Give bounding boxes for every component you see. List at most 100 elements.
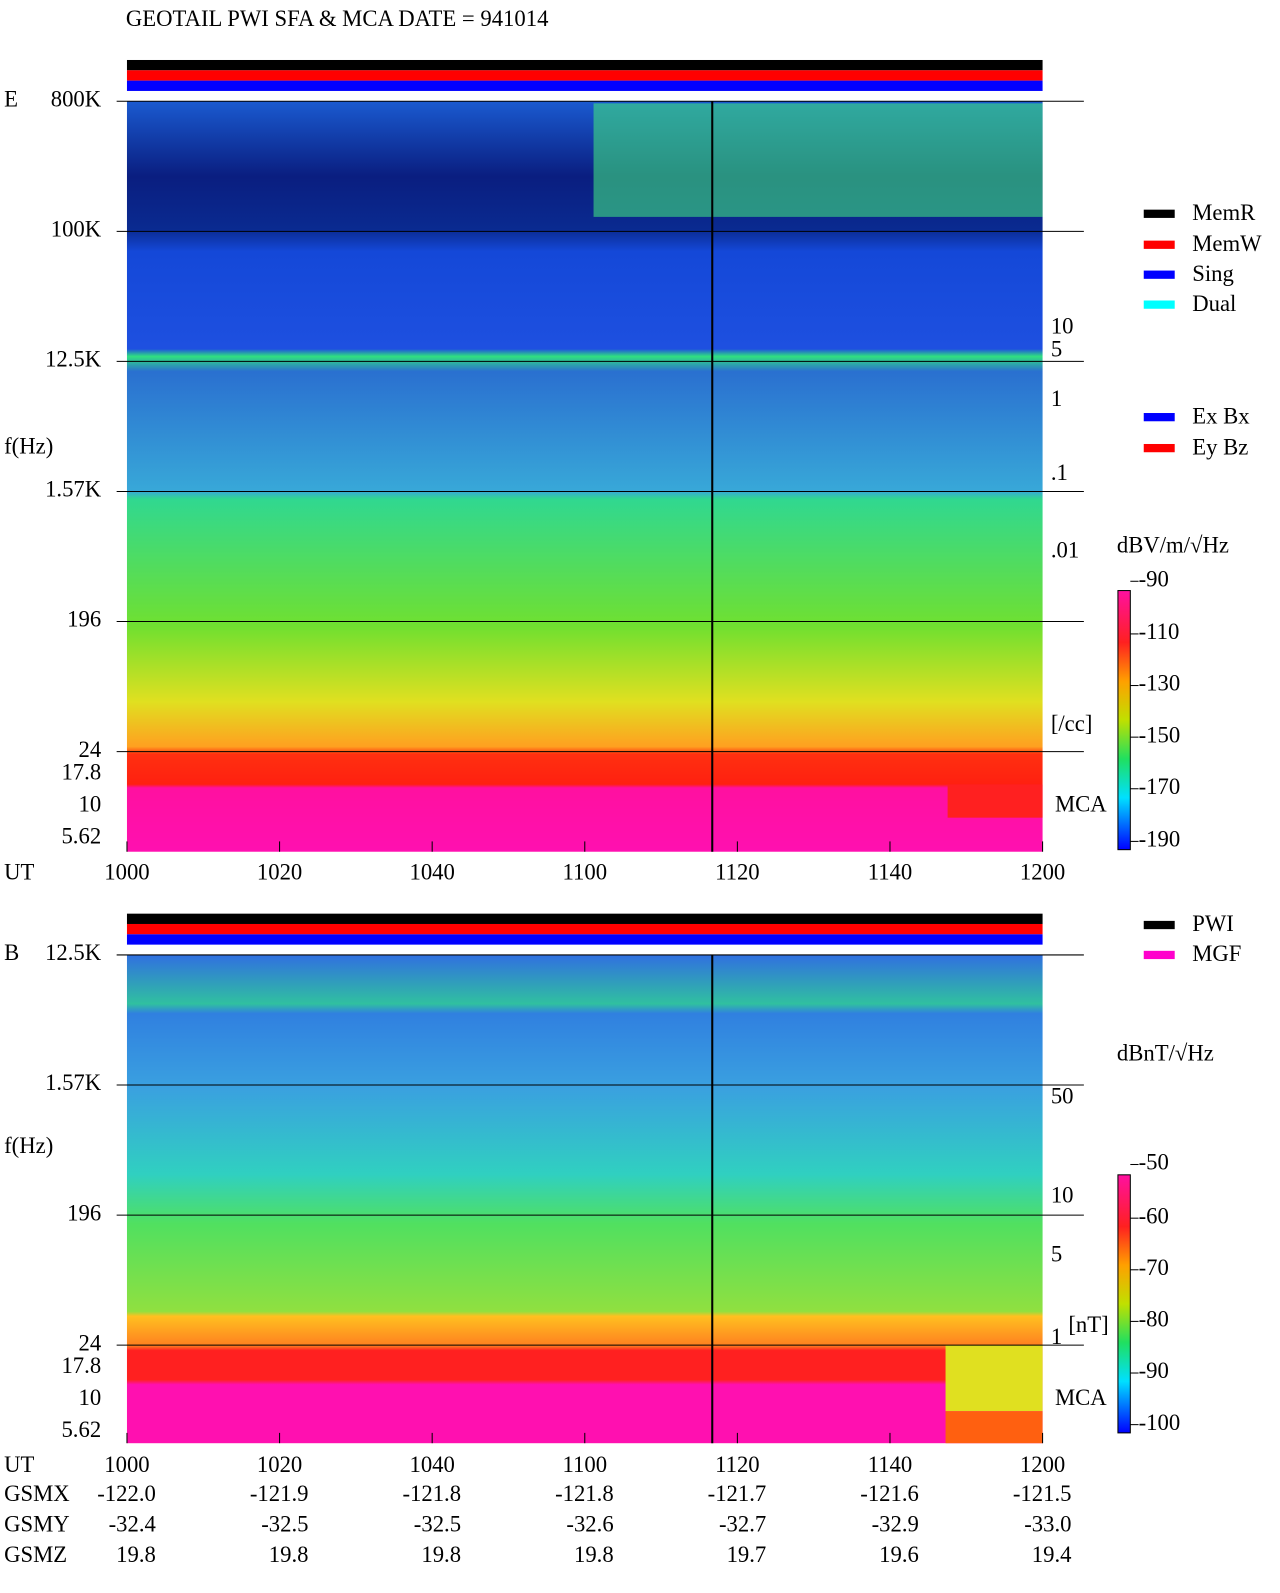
y-tick-label: 800K xyxy=(51,86,102,111)
y-tick-label: 17.8 xyxy=(61,760,101,785)
right-tick-label: [nT] xyxy=(1068,1312,1108,1337)
orbit-value: -121.5 xyxy=(1013,1481,1072,1506)
orbit-value: -32.4 xyxy=(109,1512,156,1537)
colorbar-tick-label: -170 xyxy=(1139,774,1181,799)
right-tick-label: 1 xyxy=(1051,386,1062,411)
legend-entry: MemW xyxy=(1192,231,1262,256)
legend-entry: MemR xyxy=(1192,200,1256,225)
colorbar-title: dBnT/√Hz xyxy=(1117,1040,1214,1065)
orbit-value: -121.8 xyxy=(555,1481,614,1506)
y-tick-label: 1.57K xyxy=(45,477,102,502)
orbit-label: GSMY xyxy=(4,1512,70,1537)
colorbar-tick-label: -80 xyxy=(1139,1307,1169,1332)
legend-swatch xyxy=(1143,950,1175,960)
top-bar-black xyxy=(126,913,1043,924)
x-tick-label: 1140 xyxy=(868,1452,913,1477)
orbit-value: 19.6 xyxy=(879,1542,919,1567)
mca-block xyxy=(947,784,1043,818)
colorbar xyxy=(1117,590,1131,851)
orbit-value: -32.7 xyxy=(719,1512,766,1537)
x-tick-label: 1020 xyxy=(257,860,302,885)
y-tick-label: 12.5K xyxy=(45,940,102,965)
x-tick-label: 1140 xyxy=(868,860,913,885)
y-tick-label: 1.57K xyxy=(45,1070,102,1095)
orbit-value: 19.4 xyxy=(1032,1542,1072,1567)
legend-entry: Sing xyxy=(1192,261,1234,286)
mca-label: MCA xyxy=(1055,792,1107,817)
x-tick-label: 1200 xyxy=(1020,1452,1065,1477)
colorbar-tick-label: -70 xyxy=(1139,1255,1169,1280)
colorbar-tick-label: -90 xyxy=(1139,566,1169,591)
x-tick-label: 1120 xyxy=(715,860,760,885)
mca-block xyxy=(945,1345,1043,1412)
colorbar xyxy=(1117,1174,1131,1434)
spectrogram xyxy=(126,101,1043,852)
orbit-value: -33.0 xyxy=(1024,1512,1071,1537)
orbit-value: -32.9 xyxy=(872,1512,919,1537)
right-tick-label: [/cc] xyxy=(1051,711,1093,736)
y-tick-label: 5.62 xyxy=(61,1417,101,1442)
orbit-value: -121.8 xyxy=(402,1481,461,1506)
x-axis-label: UT xyxy=(4,1452,34,1477)
x-tick-label: 1000 xyxy=(104,860,149,885)
right-tick-label: 10 xyxy=(1051,1183,1074,1208)
legend-entry: PWI xyxy=(1192,911,1234,936)
colorbar-title: dBV/m/√Hz xyxy=(1117,532,1229,557)
mca-label: MCA xyxy=(1055,1385,1107,1410)
x-tick-label: 1020 xyxy=(257,1452,302,1477)
legend-swatch xyxy=(1143,413,1175,422)
spectrogram xyxy=(126,954,1043,1444)
x-tick-label: 1100 xyxy=(563,860,608,885)
y-tick-label: 12.5K xyxy=(45,347,102,372)
title: GEOTAIL PWI SFA & MCA DATE = 941014 xyxy=(126,6,549,31)
colorbar-tick-label: -100 xyxy=(1139,1410,1181,1435)
legend-swatch xyxy=(1143,300,1175,309)
top-bar-black xyxy=(126,59,1043,71)
y-tick-label: 5.62 xyxy=(61,824,101,849)
orbit-value: -121.9 xyxy=(250,1481,309,1506)
x-axis-label: UT xyxy=(4,860,34,885)
top-bar-red xyxy=(126,923,1043,935)
orbit-value: 19.8 xyxy=(269,1542,309,1567)
orbit-label: GSMX xyxy=(4,1481,70,1506)
right-tick-label: 10 xyxy=(1051,314,1074,339)
y-tick-label: 24 xyxy=(78,737,101,762)
orbit-value: -122.0 xyxy=(97,1481,156,1506)
orbit-value: 19.7 xyxy=(727,1542,767,1567)
colorbar-tick-label: -60 xyxy=(1139,1203,1169,1228)
legend-entry: MGF xyxy=(1192,941,1241,966)
orbit-value: 19.8 xyxy=(421,1542,461,1567)
legend-swatch xyxy=(1143,443,1175,453)
orbit-value: -121.7 xyxy=(708,1481,767,1506)
orbit-value: -32.5 xyxy=(261,1512,308,1537)
x-tick-label: 1000 xyxy=(104,1452,149,1477)
panel-label: E xyxy=(4,86,18,111)
legend-swatch xyxy=(1143,270,1175,279)
top-bar-blue xyxy=(126,934,1043,945)
mca-block xyxy=(945,1411,1043,1444)
orbit-value: 19.8 xyxy=(116,1542,156,1567)
right-tick-label: 5 xyxy=(1051,1242,1062,1267)
colorbar-tick-label: -150 xyxy=(1139,722,1181,747)
top-bar-red xyxy=(126,70,1043,81)
right-tick-label: 1 xyxy=(1051,1324,1062,1349)
y-axis-label: f(Hz) xyxy=(4,1133,53,1158)
orbit-value: -32.5 xyxy=(414,1512,461,1537)
colorbar-tick-label: -90 xyxy=(1139,1358,1169,1383)
emission xyxy=(593,103,1043,217)
orbit-value: 19.8 xyxy=(574,1542,614,1567)
top-bar-blue xyxy=(126,80,1043,91)
orbit-value: -32.6 xyxy=(566,1512,613,1537)
colorbar-tick-label: -50 xyxy=(1139,1150,1169,1175)
legend-entry: Ey Bz xyxy=(1192,434,1248,459)
right-tick-label: 50 xyxy=(1051,1084,1074,1109)
colorbar-tick-label: -190 xyxy=(1139,827,1181,852)
colorbar-tick-label: -130 xyxy=(1139,671,1181,696)
x-tick-label: 1120 xyxy=(715,1452,760,1477)
x-tick-label: 1100 xyxy=(563,1452,608,1477)
right-tick-label: .1 xyxy=(1051,460,1068,485)
right-tick-label: .01 xyxy=(1051,538,1079,563)
x-tick-label: 1040 xyxy=(409,1452,454,1477)
